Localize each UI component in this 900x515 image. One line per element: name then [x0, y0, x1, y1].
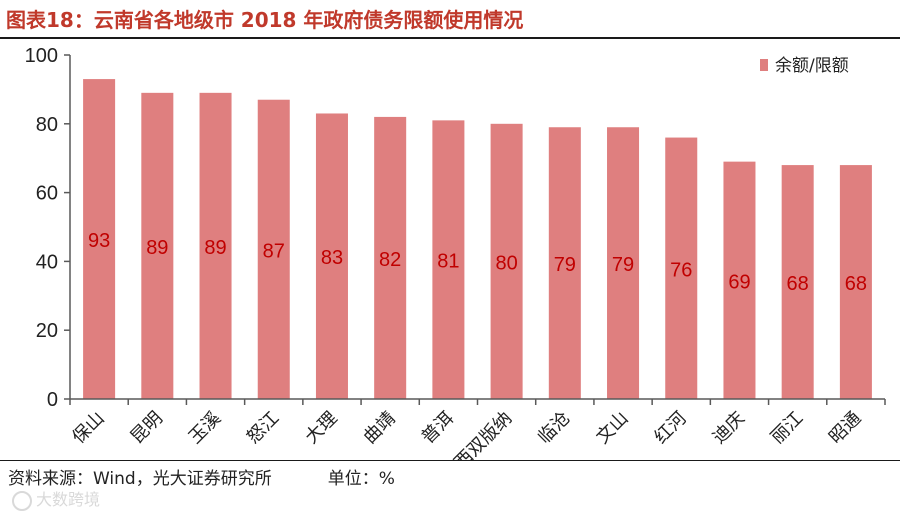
x-category-label: 怒江	[243, 408, 283, 448]
legend-swatch	[760, 59, 768, 71]
legend-label: 余额/限额	[775, 56, 849, 76]
bar	[83, 79, 116, 399]
x-category-label: 临沧	[534, 408, 574, 448]
x-category-label: 普洱	[418, 408, 458, 448]
y-tick-label: 20	[36, 320, 58, 342]
top-divider	[0, 37, 900, 39]
bar	[781, 165, 814, 399]
y-tick-label: 80	[36, 114, 58, 136]
x-category-label: 曲靖	[359, 408, 399, 448]
bar	[548, 127, 581, 400]
footer: 资料来源：Wind，光大证券研究所 单位：%	[8, 465, 395, 493]
y-tick-label: 100	[25, 45, 58, 67]
bar-data-label: 68	[845, 273, 867, 295]
x-category-label: 迪庆	[709, 408, 749, 448]
bar-data-label: 79	[612, 254, 634, 276]
x-category-label: 昆明	[127, 408, 167, 448]
y-tick-label: 60	[36, 183, 58, 205]
chart-title: 图表18：云南省各地级市 2018 年政府债务限额使用情况	[6, 8, 524, 32]
source-note: 资料来源：Wind，光大证券研究所	[8, 469, 272, 489]
x-category-label: 红河	[650, 408, 690, 448]
bar	[199, 92, 232, 399]
x-category-label: 西双版纳	[450, 408, 516, 460]
bar	[257, 99, 290, 399]
y-tick-label: 40	[36, 251, 58, 273]
bar-data-label: 80	[495, 252, 517, 274]
bar	[607, 127, 640, 400]
bar	[490, 123, 523, 400]
bar-data-label: 83	[321, 247, 343, 269]
bar-data-label: 79	[554, 254, 576, 276]
bar-data-label: 81	[437, 251, 459, 273]
bar	[374, 116, 407, 400]
bar-data-label: 93	[88, 230, 110, 252]
bar-data-label: 82	[379, 249, 401, 271]
x-category-label: 大理	[301, 408, 341, 448]
bar-data-label: 89	[204, 237, 226, 259]
legend: 余额/限额	[760, 56, 849, 76]
bottom-divider	[0, 460, 900, 461]
bar-data-label: 76	[670, 259, 692, 281]
watermark-icon	[12, 490, 32, 511]
bar	[315, 113, 348, 399]
unit-note: 单位：%	[327, 469, 395, 489]
x-category-label: 保山	[68, 408, 108, 448]
y-tick-label: 0	[47, 389, 58, 411]
x-category-label: 文山	[592, 408, 632, 448]
x-category-label: 玉溪	[185, 408, 225, 448]
bar-data-label: 68	[787, 273, 809, 295]
x-category-label: 丽江	[767, 408, 807, 448]
bar-data-label: 69	[728, 271, 750, 293]
bar	[141, 92, 174, 399]
bar-chart: 0 20 40 60 80 100 93 89 89 87 83 82 81 80 79 79 76 69 68 6…	[25, 45, 886, 460]
bar	[432, 120, 465, 400]
watermark: 大数跨境	[12, 488, 100, 512]
bar-data-label: 89	[146, 237, 168, 259]
bar	[723, 161, 756, 399]
bar	[839, 165, 872, 399]
watermark-text: 大数跨境	[36, 490, 101, 509]
bars-group: 93 89 89 87 83 82 81 80 79 79 76 69 68 68	[83, 79, 872, 400]
bar-data-label: 87	[263, 240, 285, 262]
y-axis: 0 20 40 60 80 100	[25, 45, 71, 411]
x-category-label: 昭通	[825, 408, 865, 448]
bar	[665, 137, 698, 399]
